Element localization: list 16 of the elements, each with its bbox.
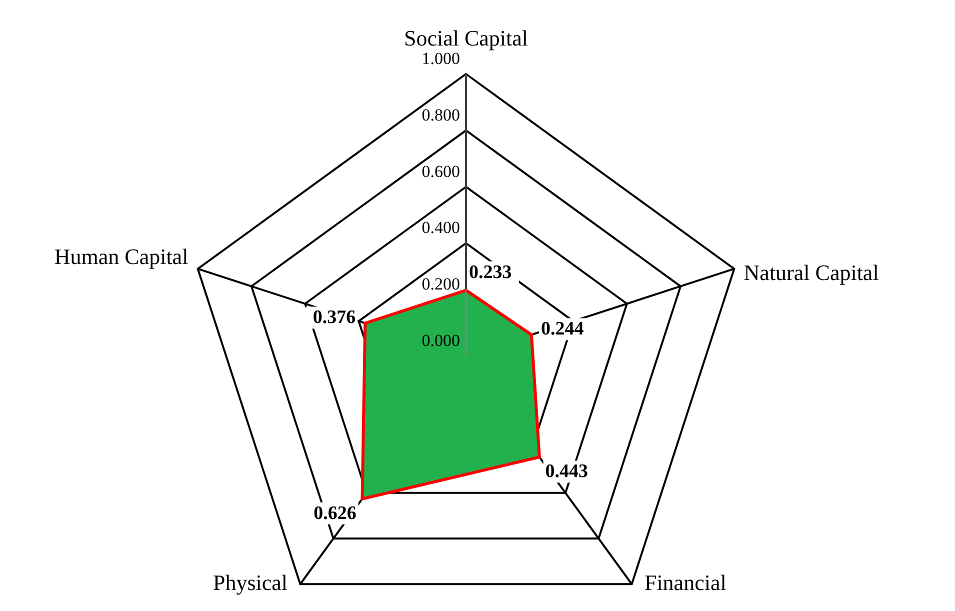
spoke-label: Social Capital [404,26,528,50]
y-tick-label: 0.800 [422,105,460,124]
spoke-label: Natural Capital [744,260,879,285]
data-label: 0.626 [314,502,356,524]
spoke-label: Physical [212,570,288,596]
spoke-label: Human Capital [54,244,188,269]
data-label: 0.233 [469,262,512,283]
spoke-label: Financial [644,570,726,596]
y-tick-label: 0.400 [422,218,460,238]
y-tick-label: 0.200 [422,274,460,294]
y-tick-label: 0.000 [422,331,460,350]
y-tick-label: 0.600 [422,162,460,181]
data-label: 0.376 [312,307,356,328]
data-label: 0.244 [540,318,584,340]
data-label: 0.443 [545,461,588,482]
y-tick-label: 1.000 [422,49,460,68]
